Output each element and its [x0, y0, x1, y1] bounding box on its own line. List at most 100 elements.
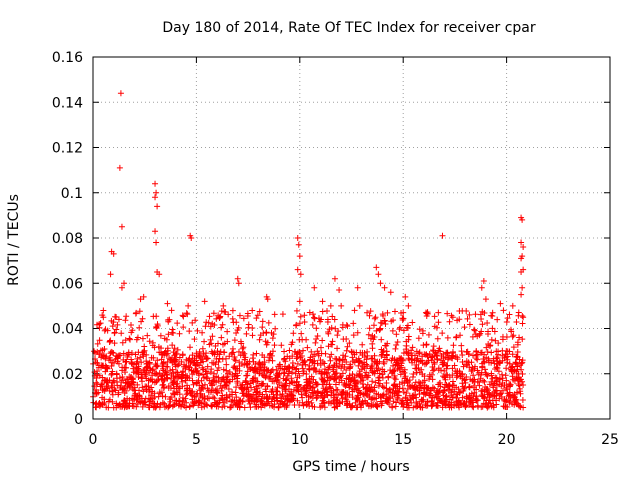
- data-point: [500, 403, 507, 410]
- data-point: [372, 314, 379, 321]
- data-point: [149, 367, 156, 374]
- data-point: [483, 402, 490, 409]
- data-point: [455, 401, 462, 408]
- data-point: [321, 389, 328, 396]
- data-point: [125, 349, 132, 356]
- data-point: [118, 284, 125, 291]
- data-point: [393, 359, 400, 366]
- data-point: [284, 365, 291, 372]
- data-point: [304, 382, 311, 389]
- data-point: [218, 387, 225, 394]
- data-point: [91, 348, 98, 355]
- data-point: [167, 396, 174, 403]
- data-point: [107, 271, 114, 278]
- data-point: [393, 331, 400, 338]
- data-point: [91, 383, 98, 390]
- data-point: [402, 394, 409, 401]
- data-point: [423, 341, 430, 348]
- data-point: [431, 361, 438, 368]
- data-point: [440, 361, 447, 368]
- data-point: [240, 315, 247, 322]
- data-point: [119, 373, 126, 380]
- data-point: [259, 352, 266, 359]
- data-point: [250, 358, 257, 365]
- data-point: [219, 321, 226, 328]
- data-point: [117, 384, 124, 391]
- data-point: [474, 351, 481, 358]
- data-point: [114, 321, 121, 328]
- data-point: [419, 327, 426, 334]
- data-point: [344, 343, 351, 350]
- data-point: [190, 402, 197, 409]
- x-tick-label: 20: [498, 432, 516, 448]
- data-point: [402, 293, 409, 300]
- data-point: [184, 374, 191, 381]
- data-point: [361, 353, 368, 360]
- data-point: [226, 353, 233, 360]
- data-point: [96, 320, 103, 327]
- data-point: [180, 313, 187, 320]
- data-point: [106, 338, 113, 345]
- data-point: [171, 391, 178, 398]
- data-point: [475, 369, 482, 376]
- data-point: [281, 403, 288, 410]
- data-point: [319, 337, 326, 344]
- data-point: [246, 400, 253, 407]
- data-point: [331, 404, 338, 411]
- data-point: [119, 403, 126, 410]
- data-point: [154, 321, 161, 328]
- data-point: [152, 194, 159, 201]
- data-point: [351, 307, 358, 314]
- data-point: [468, 359, 475, 366]
- data-point: [305, 398, 312, 405]
- data-point: [393, 341, 400, 348]
- data-point: [397, 371, 404, 378]
- data-point: [143, 358, 150, 365]
- data-point: [519, 336, 526, 343]
- data-point: [253, 350, 260, 357]
- data-point: [164, 358, 171, 365]
- data-point: [372, 379, 379, 386]
- data-point: [462, 379, 469, 386]
- data-point: [184, 389, 191, 396]
- data-point: [201, 298, 208, 305]
- data-point: [127, 374, 134, 381]
- data-point: [201, 338, 208, 345]
- data-point: [140, 400, 147, 407]
- data-point: [400, 327, 407, 334]
- data-point: [185, 302, 192, 309]
- data-point: [117, 90, 124, 97]
- data-point: [303, 392, 310, 399]
- data-point: [363, 390, 370, 397]
- data-point: [280, 401, 287, 408]
- data-point: [189, 392, 196, 399]
- data-point: [289, 353, 296, 360]
- data-point: [287, 391, 294, 398]
- data-point: [519, 312, 526, 319]
- data-point: [291, 402, 298, 409]
- data-point: [378, 394, 385, 401]
- data-point: [509, 364, 516, 371]
- data-point: [138, 374, 145, 381]
- data-point: [356, 397, 363, 404]
- data-point: [318, 392, 325, 399]
- data-point: [198, 377, 205, 384]
- data-point: [252, 365, 259, 372]
- data-point: [489, 309, 496, 316]
- data-point: [516, 334, 523, 341]
- data-point: [421, 361, 428, 368]
- data-point: [476, 379, 483, 386]
- data-point: [190, 381, 197, 388]
- data-point: [384, 340, 391, 347]
- data-point: [139, 384, 146, 391]
- data-point: [364, 388, 371, 395]
- data-point: [169, 342, 176, 349]
- data-point: [323, 307, 330, 314]
- data-point: [236, 404, 243, 411]
- data-point: [356, 387, 363, 394]
- data-point: [170, 401, 177, 408]
- data-point: [275, 404, 282, 411]
- data-point: [275, 363, 282, 370]
- data-point: [278, 395, 285, 402]
- data-point: [425, 331, 432, 338]
